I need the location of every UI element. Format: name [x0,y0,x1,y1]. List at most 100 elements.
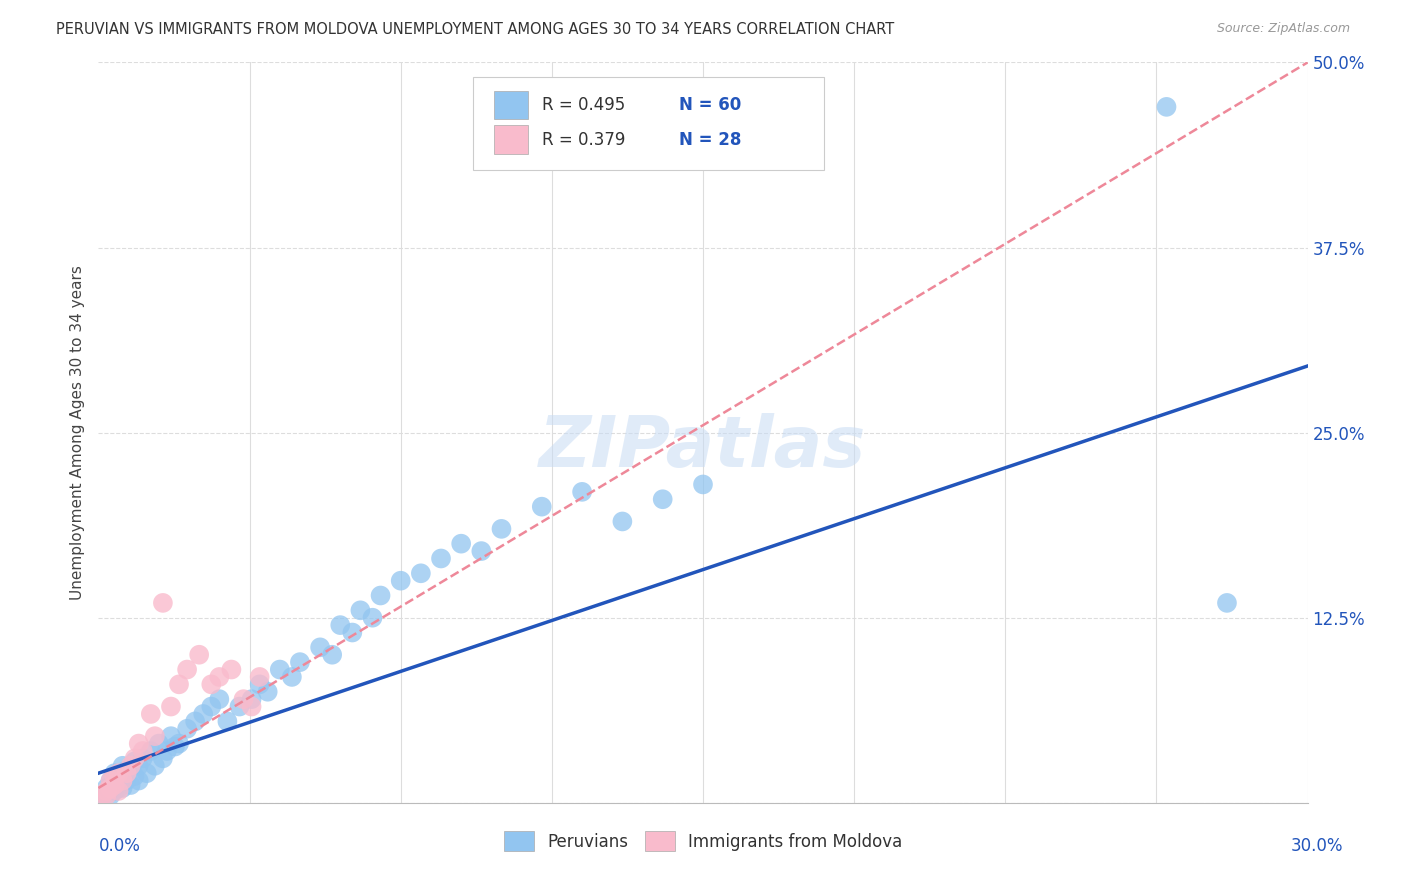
Point [100,780,122,795]
Point [281,670,304,684]
Point [152,751,174,765]
Point [143,758,166,772]
Point [409,566,432,581]
Point [200,677,222,691]
Point [612,515,634,529]
Point [91,789,114,803]
Point [160,699,183,714]
Point [329,618,352,632]
Point [111,758,134,772]
Point [124,769,146,783]
Point [232,692,254,706]
Point [115,766,138,780]
Point [124,755,146,769]
Point [91,789,114,803]
Point [571,484,593,499]
Point [128,737,150,751]
Point [167,677,190,691]
Point [100,789,122,803]
Text: N = 28: N = 28 [679,131,741,149]
Point [288,655,311,669]
Point [139,744,162,758]
Text: N = 60: N = 60 [679,96,741,114]
Text: ZIPatlas: ZIPatlas [540,413,866,482]
Point [1216,596,1239,610]
Point [139,706,162,721]
Point [103,766,125,780]
Point [193,706,215,721]
Point [200,699,222,714]
FancyBboxPatch shape [494,126,527,153]
Legend: Peruvians, Immigrants from Moldova: Peruvians, Immigrants from Moldova [498,825,908,857]
Point [256,685,278,699]
Point [249,670,271,684]
Text: R = 0.495: R = 0.495 [543,96,626,114]
Point [156,744,179,758]
Point [450,536,472,550]
Point [208,692,231,706]
Point [389,574,412,588]
Point [167,737,190,751]
Point [107,769,129,783]
Point [240,699,263,714]
Point [96,784,118,798]
Point [100,773,122,788]
Point [103,778,125,792]
Text: Source: ZipAtlas.com: Source: ZipAtlas.com [1216,22,1350,36]
FancyBboxPatch shape [494,91,527,119]
Point [176,663,198,677]
Point [163,739,186,754]
Point [430,551,453,566]
Point [135,766,157,780]
Point [470,544,492,558]
Point [309,640,332,655]
Point [124,751,146,765]
Point [184,714,207,729]
Point [152,596,174,610]
Point [103,784,125,798]
Point [228,699,250,714]
Point [107,780,129,795]
Point [188,648,211,662]
Point [269,663,291,677]
Point [692,477,714,491]
Point [1156,100,1178,114]
Point [96,789,118,803]
Point [240,692,263,706]
Point [115,773,138,788]
Point [321,648,343,662]
Text: R = 0.379: R = 0.379 [543,131,626,149]
Point [491,522,513,536]
Point [103,769,125,783]
Point [221,663,243,677]
Point [208,670,231,684]
Text: 0.0%: 0.0% [98,837,141,855]
FancyBboxPatch shape [474,78,824,169]
Point [361,610,384,624]
Point [115,763,138,777]
Point [148,737,170,751]
Y-axis label: Unemployment Among Ages 30 to 34 years: Unemployment Among Ages 30 to 34 years [69,265,84,600]
Point [176,722,198,736]
Point [160,729,183,743]
Point [132,744,155,758]
Point [342,625,364,640]
Point [120,778,142,792]
Point [100,773,122,788]
Point [111,773,134,788]
Point [128,758,150,772]
Point [217,714,239,729]
Point [349,603,371,617]
Point [143,729,166,743]
Point [107,784,129,798]
Text: 30.0%: 30.0% [1291,837,1343,855]
Point [530,500,553,514]
Point [132,751,155,765]
Point [249,677,271,691]
Point [107,766,129,780]
Point [120,758,142,772]
Point [370,589,392,603]
Text: PERUVIAN VS IMMIGRANTS FROM MOLDOVA UNEMPLOYMENT AMONG AGES 30 TO 34 YEARS CORRE: PERUVIAN VS IMMIGRANTS FROM MOLDOVA UNEM… [56,22,894,37]
Point [651,492,673,507]
Point [111,780,134,795]
